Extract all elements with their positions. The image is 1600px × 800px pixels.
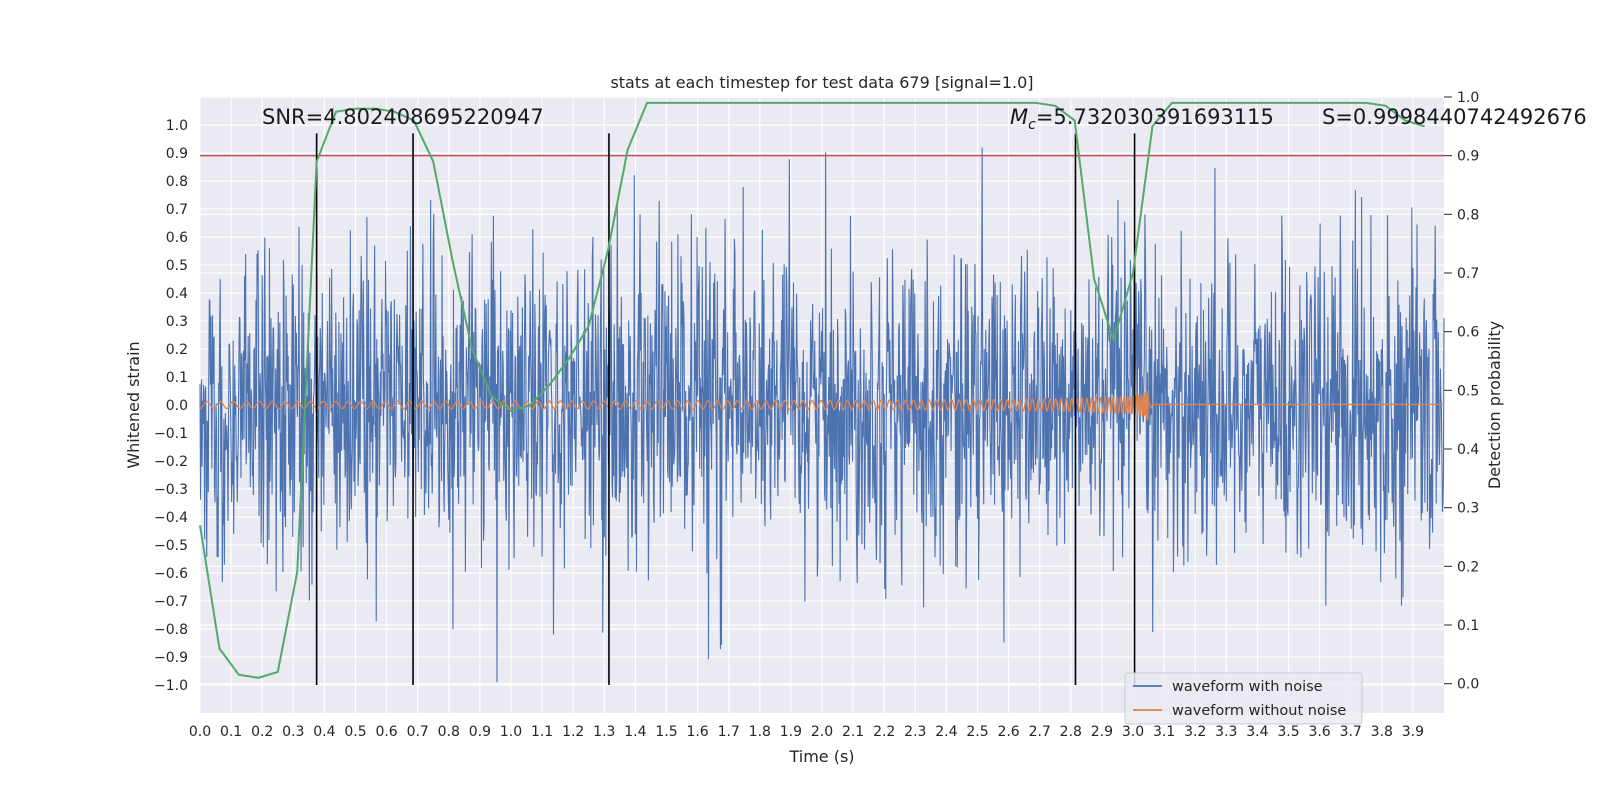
x-tick-label: 1.1 (531, 724, 553, 740)
x-tick-label: 3.6 (1308, 724, 1330, 740)
y-tick-label: 0.6 (166, 230, 188, 246)
x-tick-label: 0.0 (189, 724, 211, 740)
legend-label-noise: waveform with noise (1172, 679, 1323, 695)
x-tick-label: 0.1 (220, 724, 242, 740)
x-tick-label: 2.6 (997, 724, 1019, 740)
x-tick-label: 0.5 (344, 724, 366, 740)
right-y-tick-label: 0.0 (1457, 677, 1479, 693)
x-tick-label: 1.8 (749, 724, 771, 740)
clean-waveform-path (199, 389, 1444, 421)
right-y-tick-label: 0.7 (1457, 266, 1479, 282)
x-axis-label: Time (s) (788, 747, 854, 766)
y-tick-label: 0.8 (166, 174, 188, 190)
y-tick-label: −0.4 (154, 510, 188, 526)
right-y-tick-label: 0.9 (1457, 149, 1479, 165)
y-tick-label: 0.5 (166, 258, 188, 274)
x-tick-label: 3.8 (1371, 724, 1393, 740)
x-tick-label: 2.1 (842, 724, 864, 740)
legend-label-clean: waveform without noise (1172, 703, 1346, 719)
right-y-axis-ticks: 1.0 0.9 0.8 0.7 0.6 0.5 0.4 0.3 0.2 0.1 0.0 (1444, 90, 1479, 693)
x-tick-label: 1.4 (624, 724, 646, 740)
x-tick-label: 3.3 (1215, 724, 1237, 740)
y-tick-label: −0.8 (154, 622, 188, 638)
y-tick-label: −0.2 (154, 454, 188, 470)
right-y-tick-label: 1.0 (1457, 90, 1479, 106)
detection-probability-path (199, 101, 1425, 679)
s-annotation: S=0.9998440742492676 (1322, 105, 1587, 129)
x-tick-label: 0.2 (251, 724, 273, 740)
plot-area (199, 96, 1445, 713)
y-tick-label: −0.9 (154, 650, 188, 666)
right-y-tick-label: 0.5 (1457, 383, 1479, 399)
x-tick-label: 1.9 (780, 724, 802, 740)
x-tick-label: 0.6 (375, 724, 397, 740)
series-detection-probability (199, 101, 1425, 679)
x-tick-label: 2.7 (1029, 724, 1051, 740)
series-waveform-without-noise (199, 389, 1444, 421)
chirp-mass-symbol: M (1010, 105, 1028, 129)
x-tick-label: 3.7 (1340, 724, 1362, 740)
x-tick-label: 1.6 (686, 724, 708, 740)
x-tick-label: 3.5 (1277, 724, 1299, 740)
x-tick-label: 0.8 (438, 724, 460, 740)
y-tick-label: 1.0 (166, 118, 188, 134)
right-y-tick-label: 0.1 (1457, 618, 1479, 634)
snr-annotation: SNR=4.802408695220947 (262, 105, 544, 129)
y-tick-label: −0.5 (154, 538, 188, 554)
right-y-tick-label: 0.8 (1457, 207, 1479, 223)
x-tick-label: 3.2 (1184, 724, 1206, 740)
right-y-axis-label: Detection probability (1485, 321, 1504, 489)
chart-title: stats at each timestep for test data 679… (610, 73, 1033, 92)
x-tick-label: 2.2 (873, 724, 895, 740)
right-y-tick-label: 0.6 (1457, 325, 1479, 341)
x-tick-label: 1.2 (562, 724, 584, 740)
y-tick-label: 0.9 (166, 146, 188, 162)
x-tick-label: 0.3 (282, 724, 304, 740)
x-tick-label: 1.7 (718, 724, 740, 740)
x-tick-label: 2.4 (935, 724, 957, 740)
x-tick-label: 2.3 (904, 724, 926, 740)
x-tick-label: 3.4 (1246, 724, 1268, 740)
x-tick-label: 2.9 (1091, 724, 1113, 740)
y-tick-label: 0.1 (166, 370, 188, 386)
y-tick-label: 0.2 (166, 342, 188, 358)
y-axis-label: Whitened strain (124, 341, 143, 468)
y-tick-label: 0.3 (166, 314, 188, 330)
y-tick-label: −0.6 (154, 566, 188, 582)
legend-box (1124, 672, 1363, 725)
vertical-markers (315, 133, 1136, 685)
right-y-tick-label: 0.4 (1457, 442, 1479, 458)
x-tick-label: 1.3 (593, 724, 615, 740)
x-tick-label: 2.0 (811, 724, 833, 740)
legend: waveform with noise waveform without noi… (1124, 672, 1363, 725)
y-tick-label: 0.7 (166, 202, 188, 218)
x-tick-label: 3.9 (1402, 724, 1424, 740)
y-tick-label: −1.0 (154, 678, 188, 694)
chirp-mass-subscript: c (1028, 117, 1036, 133)
x-tick-label: 0.4 (313, 724, 335, 740)
noise-waveform-path (199, 147, 1445, 683)
x-tick-label: 3.0 (1122, 724, 1144, 740)
x-tick-label: 2.5 (966, 724, 988, 740)
series-waveform-with-noise (199, 147, 1445, 683)
x-tick-label: 1.0 (500, 724, 522, 740)
x-axis-ticks: 0.0 0.1 0.2 0.3 0.4 0.5 0.6 0.7 0.8 0.9 1.0 1.1 1.2 1… (189, 724, 1424, 740)
y-axis-ticks: 1.0 0.9 0.8 0.7 0.6 0.5 0.4 0.3 0.2 0.1 0.0 −0.1 −0.… (154, 118, 188, 694)
chirp-mass-value: =5.732030391693115 (1036, 105, 1274, 129)
x-tick-label: 0.9 (469, 724, 491, 740)
x-tick-label: 2.8 (1060, 724, 1082, 740)
chirp-mass-annotation: Mc=5.732030391693115 (1010, 105, 1274, 133)
right-y-tick-label: 0.2 (1457, 559, 1479, 575)
y-tick-label: 0.0 (166, 398, 188, 414)
y-tick-label: −0.3 (154, 482, 188, 498)
y-tick-label: −0.7 (154, 594, 188, 610)
y-tick-label: −0.1 (154, 426, 188, 442)
right-y-tick-label: 0.3 (1457, 501, 1479, 517)
x-tick-label: 1.5 (655, 724, 677, 740)
y-tick-label: 0.4 (166, 286, 188, 302)
x-tick-label: 0.7 (407, 724, 429, 740)
x-tick-label: 3.1 (1153, 724, 1175, 740)
